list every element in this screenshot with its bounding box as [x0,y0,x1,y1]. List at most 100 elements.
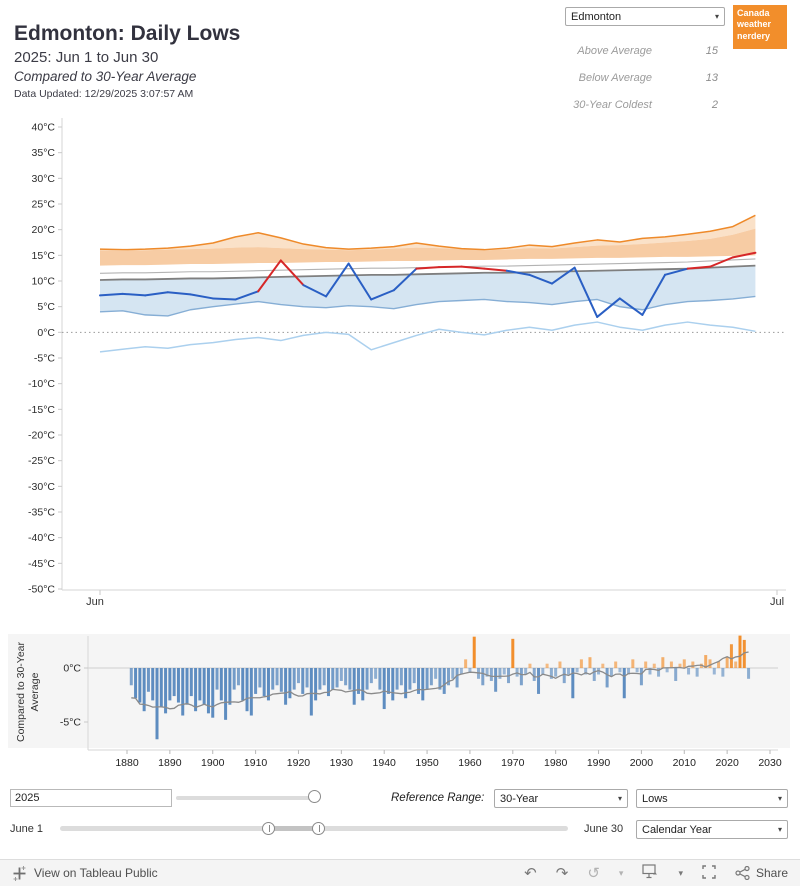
replay-speed-caret-icon[interactable]: ▾ [618,867,624,878]
series-average [99,264,756,281]
date-range-end-label: June 30 [584,823,624,835]
reference-range-select[interactable]: 30-Year ▾ [494,789,628,808]
svg-text:-15°C: -15°C [28,404,55,416]
stat-value: 15 [705,44,718,57]
page-subtitle: 2025: Jun 1 to Jun 30 [14,49,159,66]
year-slider-knob[interactable] [308,790,321,803]
svg-text:1950: 1950 [415,757,439,769]
temp-bands [100,215,756,316]
brand-badge[interactable]: Canada weather nerdery [733,5,787,49]
anomaly-bars [129,635,751,740]
period-value: Calendar Year [642,823,712,836]
year-slider-track[interactable] [176,796,316,800]
stat-label: 30-Year Coldest [573,98,652,111]
comparison-label: Compared to 30-Year Average [14,69,197,84]
toolbar-actions: ↶ ↷ ↺ ▾ ▾ [524,864,788,882]
daily-lows-chart[interactable]: 40°C 35°C 30°C 25°C 20°C 15°C 10°C 5°C 0°C -5°C -1… [0,112,800,612]
svg-text:-5°C: -5°C [60,717,82,729]
svg-text:-10°C: -10°C [28,378,55,390]
chevron-down-icon: ▾ [617,794,622,803]
redo-icon[interactable]: ↷ [555,864,569,882]
svg-text:-45°C: -45°C [28,558,55,570]
share-button[interactable]: Share [735,866,788,880]
undo-icon[interactable]: ↶ [524,864,537,882]
svg-text:35°C: 35°C [32,147,56,159]
share-icon [735,866,750,880]
monitor-icon [642,864,658,879]
stat-label: Below Average [578,71,652,84]
svg-text:Jun: Jun [86,596,104,608]
trend-line [131,651,749,710]
svg-text:1930: 1930 [330,757,354,769]
date-range-end-handle[interactable] [312,822,325,835]
series-record_warmest [99,214,756,251]
svg-text:0°C: 0°C [63,663,81,675]
svg-text:15°C: 15°C [32,250,56,262]
svg-text:-25°C: -25°C [28,455,55,467]
svg-text:30°C: 30°C [32,173,56,185]
svg-text:1900: 1900 [201,757,225,769]
stat-value: 13 [705,71,718,84]
svg-text:1890: 1890 [158,757,182,769]
svg-text:2010: 2010 [673,757,697,769]
svg-text:1980: 1980 [544,757,568,769]
stat-label: Above Average [577,44,652,57]
summary-stats: Above Average 15 Below Average 13 30-Yea… [520,37,718,118]
replay-icon[interactable]: ↺ [587,864,600,882]
anomaly-by-year-chart[interactable]: 0°C -5°C 1880 1890 1900 1910 1920 1930 1940 1950 1… [0,632,800,772]
stat-value: 2 [711,98,718,111]
chevron-down-icon: ▾ [777,825,782,834]
header: Edmonton: Daily Lows 2025: Jun 1 to Jun … [14,22,240,100]
reference-range-value: 30-Year [500,792,539,805]
series-record_coldest [99,321,756,353]
stat-30yr-coldest: 30-Year Coldest 2 [520,91,718,118]
svg-text:1940: 1940 [373,757,397,769]
current-year-line [99,251,757,318]
city-select[interactable]: Edmonton ▾ [565,7,725,26]
svg-text:1880: 1880 [115,757,139,769]
svg-text:5°C: 5°C [37,301,55,313]
svg-text:-40°C: -40°C [28,532,55,544]
svg-text:2030: 2030 [758,757,782,769]
page-title: Edmonton: Daily Lows [14,22,241,45]
svg-text:1960: 1960 [458,757,482,769]
svg-text:10°C: 10°C [32,276,56,288]
view-on-tableau-link[interactable]: View on Tableau Public [12,865,158,881]
svg-text:Jul: Jul [770,596,784,608]
svg-text:-35°C: -35°C [28,507,55,519]
download-icon[interactable] [642,864,659,882]
year-input[interactable] [10,789,172,807]
tableau-logo-icon [13,865,26,881]
svg-text:-50°C: -50°C [28,584,55,596]
fullscreen-icon[interactable] [702,864,716,882]
svg-text:1970: 1970 [501,757,525,769]
svg-text:1920: 1920 [287,757,311,769]
city-select-value: Edmonton [571,10,622,23]
svg-text:-30°C: -30°C [28,481,55,493]
svg-text:25°C: 25°C [32,199,56,211]
date-range-start-handle[interactable] [262,822,275,835]
share-label: Share [755,866,788,880]
date-range-start-label: June 1 [10,823,44,835]
period-select[interactable]: Calendar Year ▾ [636,820,788,839]
date-range-selected-segment [270,826,316,831]
svg-text:0°C: 0°C [37,327,55,339]
svg-text:2000: 2000 [630,757,654,769]
chevron-down-icon: ▾ [777,794,782,803]
svg-text:1990: 1990 [587,757,611,769]
metric-select[interactable]: Lows ▾ [636,789,788,808]
svg-text:-5°C: -5°C [34,353,56,365]
metric-value: Lows [642,792,668,805]
chevron-down-icon: ▾ [714,12,719,21]
svg-text:40°C: 40°C [32,122,56,134]
stat-above-average: Above Average 15 [520,37,718,64]
svg-text:1910: 1910 [244,757,268,769]
stat-below-average: Below Average 13 [520,64,718,91]
download-caret-icon[interactable]: ▾ [678,867,683,878]
tableau-toolbar: View on Tableau Public ↶ ↷ ↺ ▾ ▾ [0,859,800,886]
anomaly-chart-background [8,634,790,748]
view-on-tableau-label: View on Tableau Public [34,866,158,880]
svg-text:20°C: 20°C [32,224,56,236]
reference-range-label: Reference Range: [391,792,485,804]
